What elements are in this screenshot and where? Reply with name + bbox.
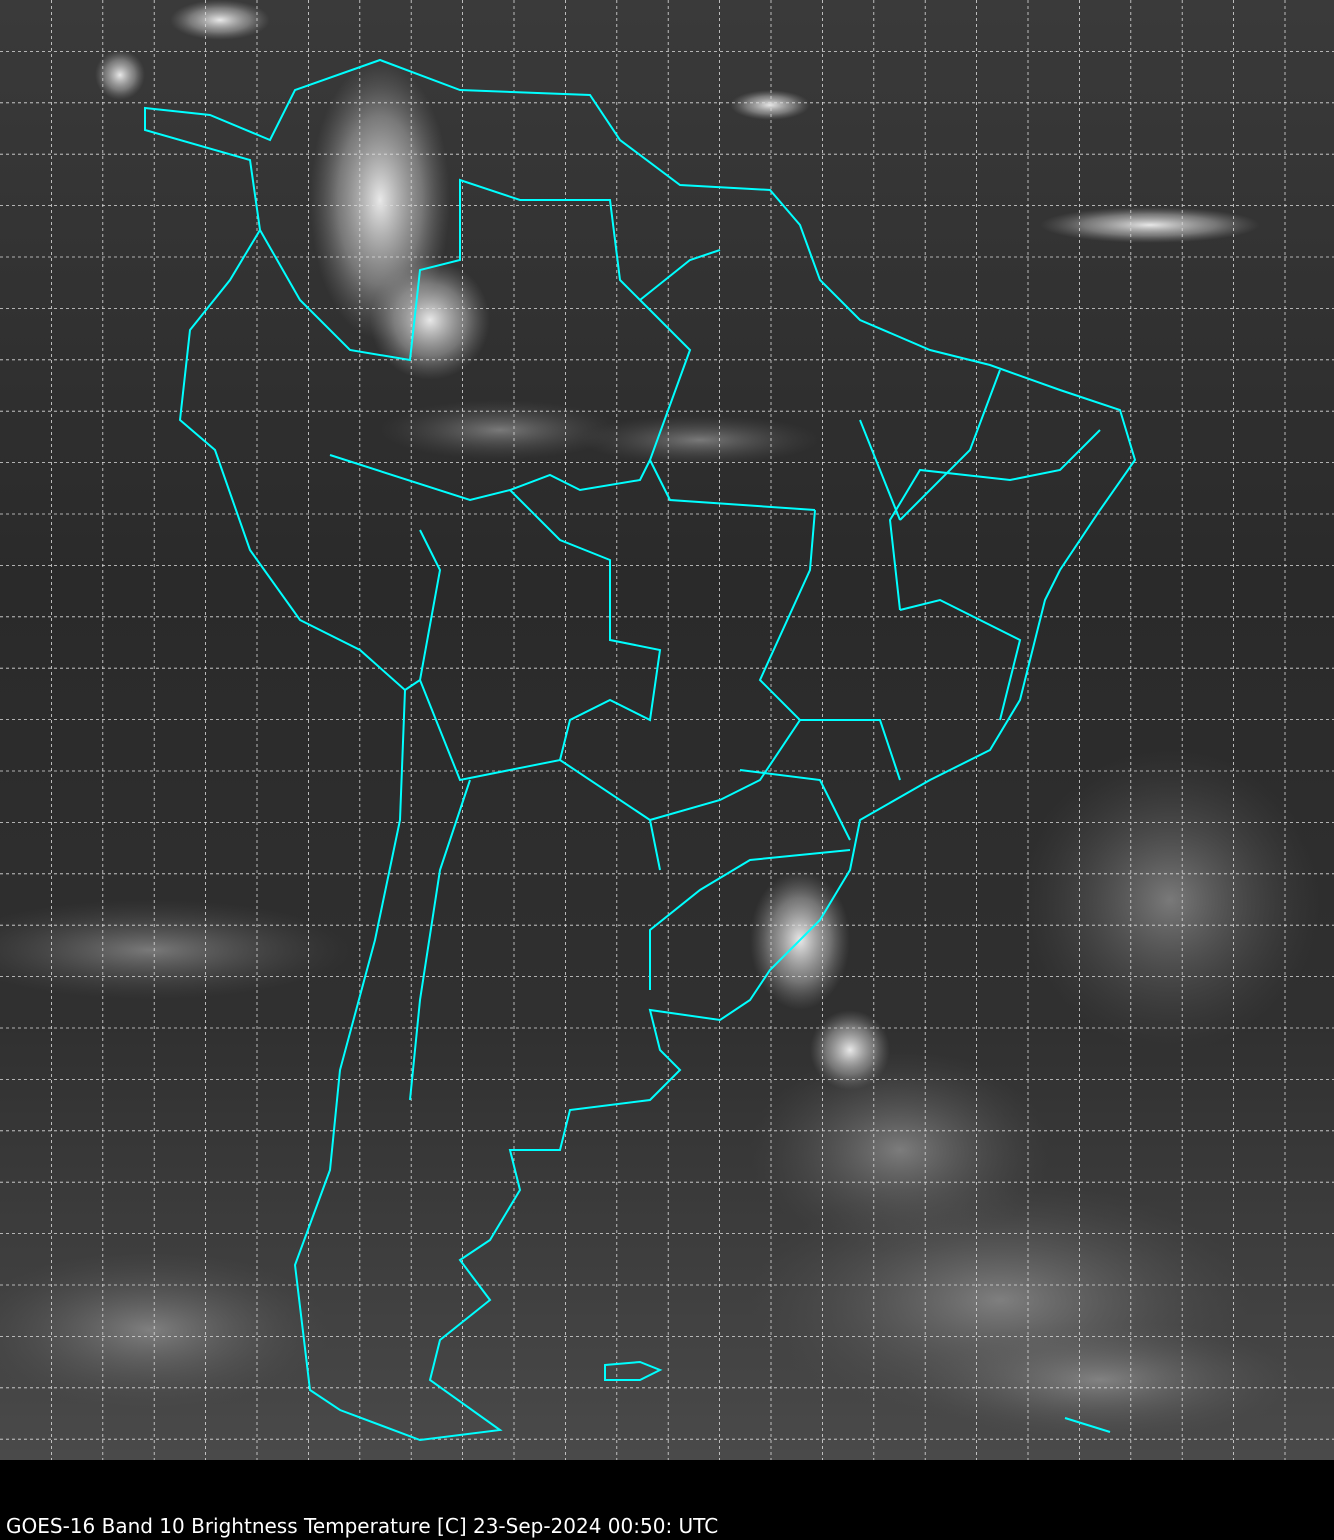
border-lines [259,178,1101,1101]
cloud [750,1050,1050,1250]
graticule [0,0,1334,1460]
satellite-map [0,0,1334,1460]
cloud [900,1320,1300,1440]
cloud [370,260,490,380]
cloud [580,415,820,465]
image-caption: GOES-16 Band 10 Brightness Temperature [… [6,1514,719,1538]
cloud [380,400,620,460]
cloud [0,900,350,1000]
south-georgia [1064,1417,1111,1433]
cloud-layer [0,0,1320,1440]
falkland-islands [604,1360,663,1381]
country-borders [144,58,1137,1442]
cloud [1020,750,1320,1050]
cloud [95,50,145,100]
cloud [1040,207,1260,243]
cloud [170,0,270,40]
coastline [144,58,1137,1442]
cloud [0,1250,330,1410]
cloud [730,90,810,120]
